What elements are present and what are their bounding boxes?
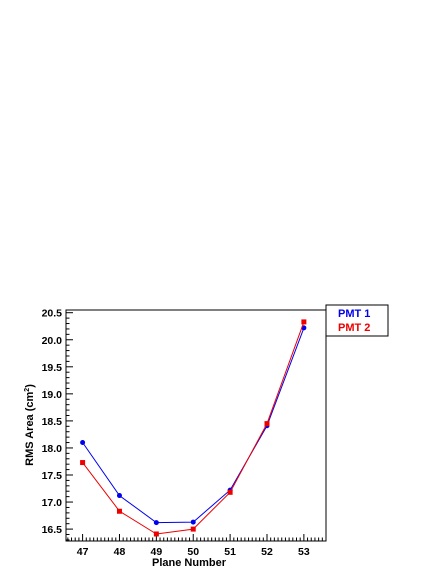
data-point-2	[227, 489, 233, 495]
data-point-1	[190, 519, 196, 525]
plot-frame	[65, 309, 327, 542]
data-point-1	[80, 440, 86, 446]
x-tick-label: 50	[187, 546, 199, 558]
y-tick-label: 17.0	[42, 497, 63, 509]
y-tick-label: 18.5	[42, 416, 63, 428]
series-line-2	[82, 321, 305, 535]
data-point-1	[153, 520, 159, 526]
y-tick-label: 19.0	[42, 389, 63, 401]
data-point-1	[116, 493, 122, 499]
x-tick-label: 48	[114, 546, 126, 558]
x-tick-labels: 47 48 49 50 51 52 53	[77, 546, 310, 558]
y-axis-title: RMS Area (cm2)	[24, 384, 36, 466]
x-tick-label: 52	[261, 546, 273, 558]
data-point-2	[80, 460, 86, 466]
series-line-1	[82, 327, 305, 524]
y-tick-label: 18.0	[42, 443, 63, 455]
y-tick-label: 17.5	[42, 470, 63, 482]
y-tick-label: 20.5	[42, 308, 63, 320]
y-tick-label: 19.5	[42, 362, 63, 374]
data-point-2	[190, 526, 196, 532]
x-tick-label: 49	[151, 546, 163, 558]
data-point-2	[153, 531, 159, 537]
y-tick-label: 20.0	[42, 335, 63, 347]
data-point-2	[264, 421, 270, 427]
y-tick-label: 16.5	[42, 524, 63, 536]
x-axis-title: Plane Number	[152, 557, 227, 569]
legend-entry-pmt1: PMT 1	[338, 308, 370, 320]
x-tick-label: 53	[298, 546, 310, 558]
x-tick-label: 47	[77, 546, 89, 558]
y-tick-labels: 16.5 17.0 17.5 18.0 18.5 19.0 19.5 20.0 20.5	[42, 308, 63, 536]
legend: PMT 1 PMT 2	[325, 304, 389, 337]
legend-entry-pmt2: PMT 2	[338, 322, 370, 334]
data-point-2	[301, 319, 307, 325]
series-layer	[80, 319, 307, 537]
data-point-2	[116, 508, 122, 514]
axis-ticks	[66, 312, 323, 541]
x-tick-label: 51	[224, 546, 236, 558]
legend-box	[325, 304, 389, 337]
